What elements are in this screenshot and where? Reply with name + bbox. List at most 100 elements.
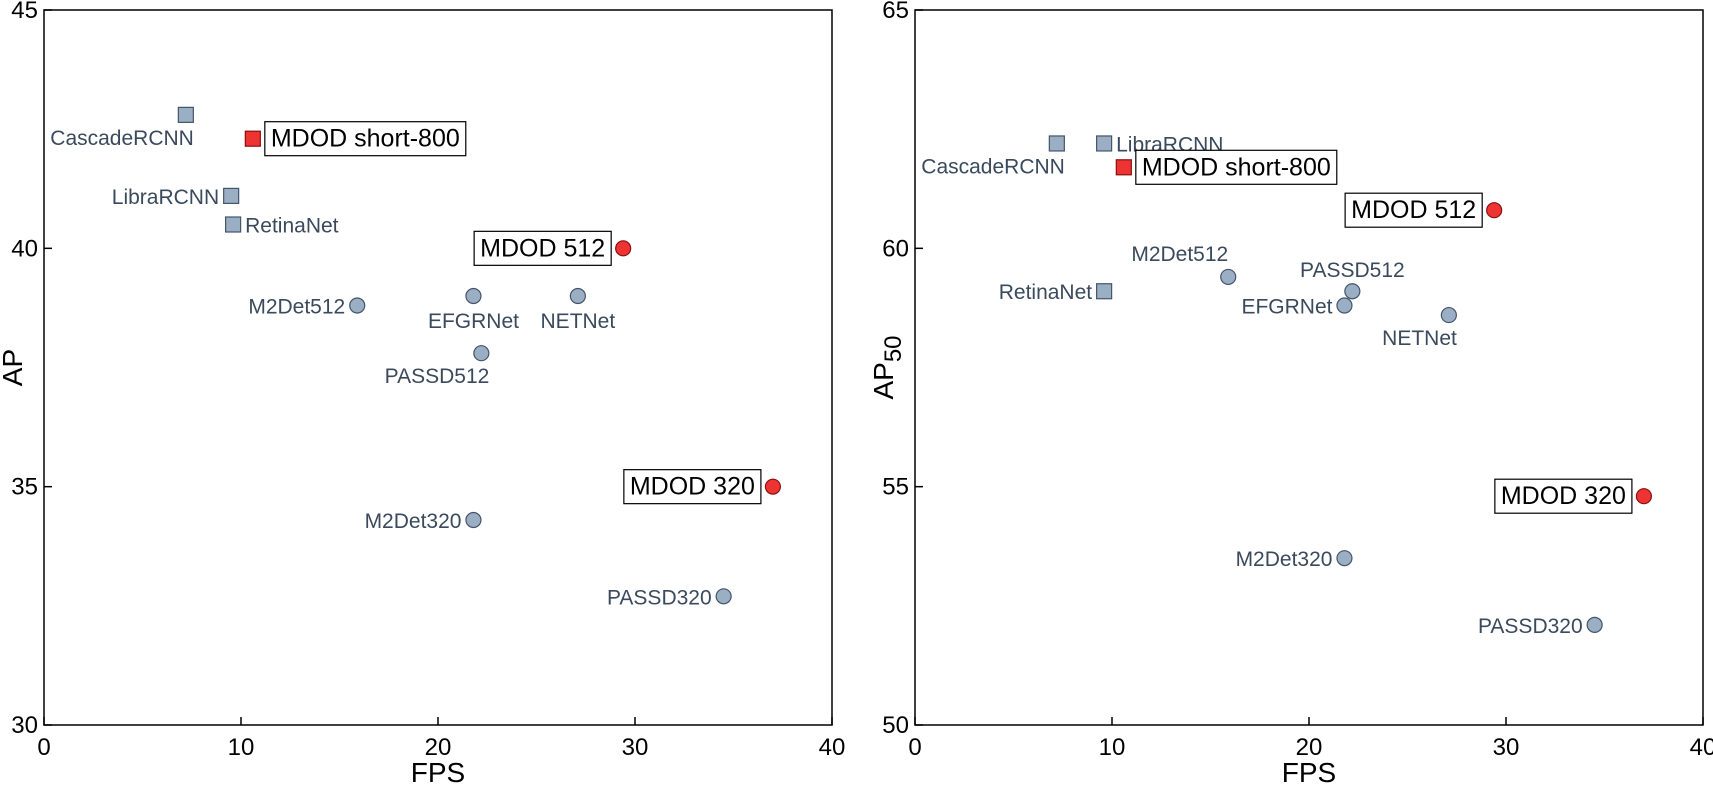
circle-marker bbox=[1586, 616, 1603, 634]
square-marker bbox=[1096, 283, 1113, 300]
point-label: M2Det320 bbox=[365, 510, 462, 533]
x-tick-label: 10 bbox=[1099, 734, 1126, 761]
x-tick-label: 0 bbox=[37, 734, 50, 761]
point-label: PASSD320 bbox=[1478, 615, 1583, 638]
y-axis-title: AP bbox=[0, 349, 28, 386]
highlight-label: MDOD short-800 bbox=[1142, 153, 1331, 181]
circle-marker bbox=[1486, 202, 1503, 219]
y-axis-title-main: AP bbox=[0, 349, 28, 386]
point-mdod-320: MDOD 320 bbox=[623, 469, 782, 505]
circle-marker bbox=[1635, 488, 1653, 505]
circle-marker bbox=[1344, 283, 1361, 300]
x-tick-label: 20 bbox=[425, 734, 452, 761]
label-box bbox=[623, 469, 762, 505]
point-m2det320: M2Det320 bbox=[1236, 548, 1353, 571]
circle-marker bbox=[1336, 297, 1353, 314]
highlight-label: MDOD short-800 bbox=[271, 125, 460, 153]
point-label: CascadeRCNN bbox=[921, 155, 1065, 178]
square-marker bbox=[1096, 135, 1113, 152]
square-marker bbox=[225, 216, 242, 233]
y-axis-title: AP50 bbox=[868, 335, 907, 399]
label-box bbox=[1494, 478, 1633, 514]
circle-marker bbox=[473, 345, 490, 362]
x-tick-label: 10 bbox=[228, 734, 255, 761]
circle-marker bbox=[1220, 268, 1237, 286]
y-tick-label: 55 bbox=[882, 474, 909, 501]
circle-marker bbox=[615, 240, 632, 257]
y-tick-label: 30 bbox=[11, 712, 38, 739]
x-tick-label: 20 bbox=[1296, 734, 1323, 761]
point-mdod-512: MDOD 512 bbox=[473, 230, 632, 266]
point-label: NETNet bbox=[1382, 327, 1457, 350]
x-axis-title: FPS bbox=[411, 757, 465, 787]
point-retinanet: RetinaNet bbox=[999, 281, 1113, 304]
label-box bbox=[1344, 192, 1483, 228]
point-m2det512: M2Det512 bbox=[1131, 243, 1237, 286]
y-tick-label: 65 bbox=[882, 0, 909, 24]
point-netnet: NETNet bbox=[1382, 306, 1457, 350]
point-cascadercnn: CascadeRCNN bbox=[50, 106, 194, 150]
point-efgrnet: EFGRNet bbox=[1241, 296, 1353, 319]
point-label: PASSD512 bbox=[1300, 259, 1405, 282]
circle-marker bbox=[1440, 306, 1457, 324]
plot-frame bbox=[914, 9, 1704, 726]
left-panel-ap: 0 10 20 30 40 30 35 40 45 FPS AP CascadeRCNN MDOD sh… bbox=[0, 0, 846, 788]
point-label: PASSD320 bbox=[607, 586, 712, 609]
point-label: EFGRNet bbox=[1241, 296, 1332, 319]
point-label: NETNet bbox=[541, 310, 616, 333]
x-tick-label: 30 bbox=[622, 734, 649, 761]
point-passd320: PASSD320 bbox=[607, 586, 732, 609]
label-box bbox=[473, 230, 612, 266]
circle-marker bbox=[715, 588, 732, 605]
y-tick-label: 45 bbox=[11, 0, 38, 24]
point-m2det320: M2Det320 bbox=[365, 510, 482, 533]
label-box bbox=[264, 121, 467, 157]
y-axis-title-main: AP bbox=[868, 362, 899, 399]
highlight-label: MDOD 512 bbox=[480, 234, 605, 262]
x-axis-title: FPS bbox=[1282, 757, 1336, 787]
y-axis-title-subscript: 50 bbox=[880, 335, 907, 362]
point-cascadercnn: CascadeRCNN bbox=[921, 135, 1065, 178]
circle-marker bbox=[465, 511, 482, 529]
square-marker bbox=[177, 106, 194, 123]
point-retinanet: RetinaNet bbox=[225, 215, 339, 238]
point-label: RetinaNet bbox=[999, 281, 1093, 304]
square-marker bbox=[244, 130, 261, 147]
point-label: CascadeRCNN bbox=[50, 127, 194, 150]
point-efgrnet: EFGRNet bbox=[428, 287, 519, 333]
point-label: M2Det512 bbox=[1131, 243, 1228, 266]
highlight-label: MDOD 320 bbox=[1501, 482, 1626, 510]
x-tick-label: 40 bbox=[819, 734, 846, 761]
circle-marker bbox=[1336, 550, 1353, 567]
point-label: RetinaNet bbox=[245, 215, 339, 238]
square-marker bbox=[1115, 159, 1132, 176]
point-mdod-short-800: MDOD short-800 bbox=[244, 121, 467, 157]
point-librarcnn: LibraRCNN bbox=[112, 186, 240, 209]
circle-marker bbox=[465, 287, 482, 305]
square-marker bbox=[1048, 135, 1065, 152]
point-passd512: PASSD512 bbox=[385, 345, 490, 388]
x-tick-label: 40 bbox=[1690, 734, 1713, 761]
point-label: M2Det320 bbox=[1236, 548, 1333, 571]
y-tick-label: 60 bbox=[882, 235, 909, 262]
highlight-label: MDOD 512 bbox=[1351, 196, 1476, 224]
label-box bbox=[1135, 149, 1338, 185]
circle-marker bbox=[349, 297, 366, 314]
point-netnet: NETNet bbox=[541, 287, 616, 333]
y-tick-label: 40 bbox=[11, 235, 38, 262]
x-tick-label: 0 bbox=[908, 734, 921, 761]
point-mdod-512: MDOD 512 bbox=[1344, 192, 1503, 228]
right-panel-ap50: 0 10 20 30 4050556065FPSAP50CascadeRCNNLibra… bbox=[868, 0, 1713, 788]
square-marker bbox=[223, 187, 240, 204]
point-label: EFGRNet bbox=[428, 310, 519, 333]
y-tick-label: 50 bbox=[882, 712, 909, 739]
point-passd512: PASSD512 bbox=[1300, 259, 1405, 300]
point-mdod-320: MDOD 320 bbox=[1494, 478, 1653, 514]
point-label: PASSD512 bbox=[385, 365, 490, 388]
point-passd320: PASSD320 bbox=[1478, 615, 1603, 638]
highlight-label: MDOD 320 bbox=[630, 473, 755, 501]
point-label: M2Det512 bbox=[248, 296, 345, 319]
x-tick-label: 30 bbox=[1493, 734, 1520, 761]
